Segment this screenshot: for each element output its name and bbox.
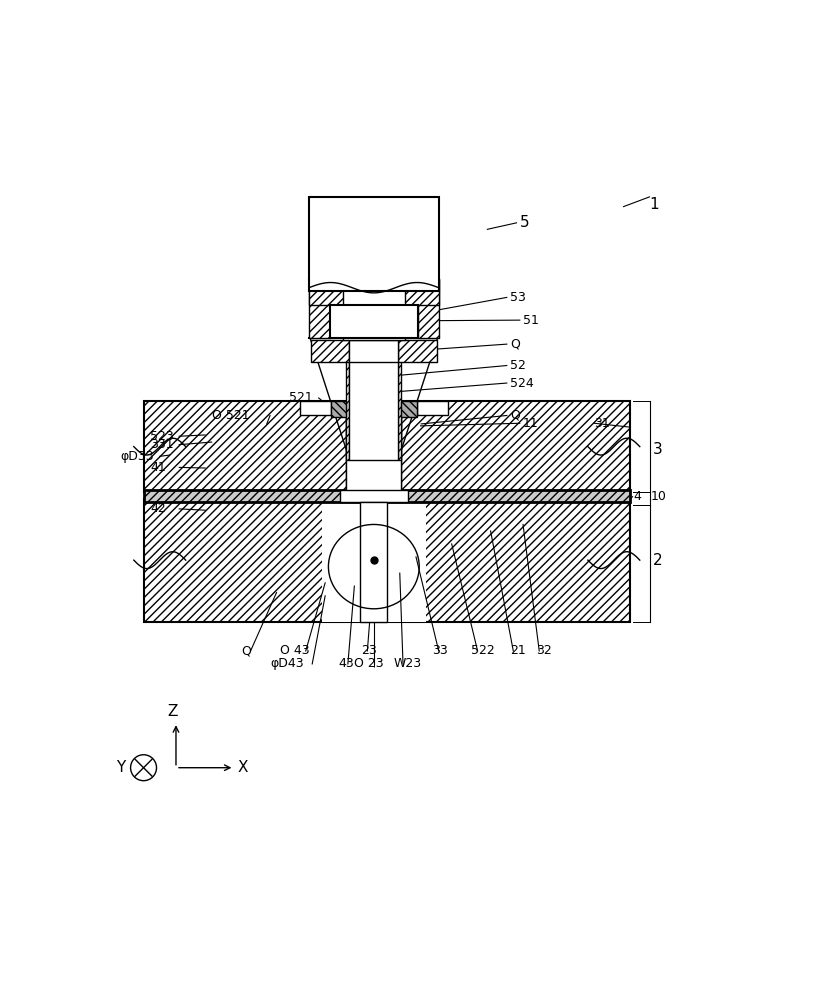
Text: Q: Q: [509, 338, 519, 351]
Text: 2: 2: [652, 553, 661, 568]
Text: 51: 51: [522, 314, 538, 327]
Text: 52: 52: [509, 359, 525, 372]
Text: 4: 4: [633, 490, 640, 503]
Bar: [346, 401, 401, 492]
Text: 522: 522: [471, 644, 494, 657]
Text: 21: 21: [509, 644, 525, 657]
Text: 42: 42: [150, 502, 166, 515]
Bar: [416, 401, 447, 415]
Text: Q: Q: [241, 644, 251, 657]
Text: Q: Q: [509, 409, 519, 422]
Bar: [308, 197, 438, 291]
Text: 32: 32: [535, 644, 551, 657]
Text: 10: 10: [650, 490, 666, 503]
Bar: [322, 499, 426, 622]
Text: 524: 524: [509, 377, 533, 390]
Bar: [339, 490, 407, 502]
Text: 53: 53: [509, 291, 525, 304]
Text: φD33: φD33: [120, 450, 155, 463]
Text: 33: 33: [431, 644, 447, 657]
Bar: [346, 340, 349, 460]
Bar: [329, 305, 417, 338]
Text: Z: Z: [167, 704, 178, 719]
Text: 523: 523: [150, 430, 174, 443]
Text: 43: 43: [338, 657, 354, 670]
Bar: [359, 502, 387, 622]
Bar: [144, 401, 630, 492]
Text: 5: 5: [519, 215, 528, 230]
Bar: [349, 340, 398, 460]
Text: 331: 331: [150, 438, 173, 451]
Text: 521: 521: [289, 391, 313, 404]
Text: A: A: [377, 594, 385, 607]
Text: W23: W23: [393, 657, 421, 670]
Text: 11: 11: [522, 417, 538, 430]
Bar: [308, 279, 329, 338]
Text: O 43: O 43: [279, 644, 309, 657]
Bar: [349, 340, 398, 362]
Bar: [308, 279, 438, 305]
Bar: [398, 340, 401, 460]
Bar: [144, 499, 630, 622]
Text: 3: 3: [652, 442, 662, 457]
Text: 31: 31: [594, 417, 609, 430]
Text: Y: Y: [116, 760, 125, 775]
Bar: [401, 401, 416, 417]
Bar: [346, 401, 401, 492]
Bar: [330, 401, 346, 417]
Text: X: X: [237, 760, 247, 775]
Bar: [343, 197, 404, 340]
Bar: [417, 279, 438, 338]
Text: 1: 1: [649, 197, 658, 212]
Text: O 23: O 23: [354, 657, 384, 670]
Bar: [310, 340, 436, 362]
Text: O 521: O 521: [212, 409, 249, 422]
Text: φD43: φD43: [270, 657, 303, 670]
Bar: [299, 401, 330, 415]
Bar: [144, 490, 630, 502]
Text: 23: 23: [360, 644, 376, 657]
Text: 41: 41: [150, 461, 166, 474]
